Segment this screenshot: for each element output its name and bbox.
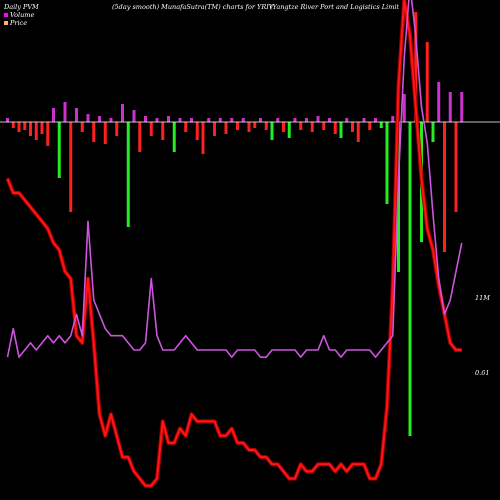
volume-bar bbox=[264, 122, 268, 130]
chart-header-left: Daily PVM bbox=[4, 3, 39, 11]
volume-bar bbox=[6, 118, 9, 122]
volume-bar bbox=[299, 122, 303, 130]
legend-price-label: Price bbox=[10, 19, 28, 27]
volume-bar bbox=[52, 108, 55, 122]
volume-bar bbox=[310, 122, 314, 132]
volume-bar bbox=[425, 42, 429, 122]
legend-volume-label: Volume bbox=[10, 11, 35, 19]
volume-bar bbox=[218, 118, 222, 122]
volume-bar bbox=[448, 92, 452, 122]
volume-bar bbox=[86, 114, 90, 122]
legend-item-price: Price bbox=[4, 19, 34, 27]
volume-bar bbox=[103, 122, 107, 144]
price-swatch-icon bbox=[4, 21, 8, 25]
volume-bar bbox=[276, 118, 280, 122]
volume-bar bbox=[328, 118, 331, 122]
volume-bar bbox=[282, 122, 285, 132]
volume-bar bbox=[138, 122, 142, 152]
volume-bar bbox=[132, 110, 136, 122]
volume-last-label: 11M bbox=[475, 294, 490, 302]
volume-bar bbox=[115, 122, 119, 136]
price-last-label: 0.61 bbox=[475, 369, 489, 377]
volume-bar bbox=[454, 122, 458, 212]
volume-bar bbox=[230, 118, 234, 122]
volume-bar bbox=[23, 122, 27, 130]
volume-bar bbox=[362, 118, 366, 122]
volume-bar bbox=[431, 122, 435, 142]
volume-bar bbox=[126, 122, 130, 227]
lines bbox=[5, 0, 463, 488]
volume-bar bbox=[172, 122, 176, 152]
volume-line bbox=[6, 0, 463, 358]
volume-bar bbox=[161, 122, 165, 140]
volume-bar bbox=[333, 122, 337, 134]
volume-bar bbox=[98, 116, 101, 122]
volume-bar bbox=[356, 122, 360, 142]
volume-bar bbox=[63, 102, 67, 122]
volume-bar bbox=[236, 122, 239, 130]
volume-bar bbox=[184, 122, 188, 132]
volume-bar bbox=[121, 104, 124, 122]
volume-bar bbox=[149, 122, 153, 136]
volume-bar bbox=[259, 118, 262, 122]
volume-bar bbox=[316, 116, 320, 122]
volume-bar bbox=[402, 94, 406, 122]
volume-bar bbox=[155, 118, 159, 122]
volume-bar bbox=[57, 122, 61, 178]
volume-bar bbox=[29, 122, 32, 136]
volume-bar bbox=[391, 116, 395, 122]
volume-bar bbox=[167, 116, 170, 122]
volume-bar bbox=[224, 122, 228, 134]
volume-bar bbox=[293, 118, 297, 122]
volume-bar bbox=[201, 122, 205, 154]
volume-bar bbox=[339, 122, 343, 138]
chart-header-company: (Yangtze River Port and Logistics Limit bbox=[270, 3, 400, 11]
volume-bar bbox=[144, 116, 147, 122]
volume-bar bbox=[75, 108, 78, 122]
volume-bar bbox=[460, 92, 464, 122]
volume-bar bbox=[345, 118, 349, 122]
volume-bar bbox=[213, 122, 216, 136]
volume-bar bbox=[253, 122, 257, 128]
volume-bar bbox=[195, 122, 199, 140]
volume-bar bbox=[46, 122, 50, 146]
volume-swatch-icon bbox=[4, 13, 8, 17]
volume-bar bbox=[11, 122, 15, 128]
volume-bar bbox=[80, 122, 84, 132]
price-line bbox=[6, 0, 462, 487]
chart-header-title: (5day smooth) MunafaSutra(TM) charts for… bbox=[112, 3, 274, 11]
legend-item-volume: Volume bbox=[4, 11, 34, 19]
volume-bar bbox=[385, 122, 389, 204]
volume-bar bbox=[190, 118, 193, 122]
volume-bar bbox=[247, 122, 251, 132]
volume-bar bbox=[34, 122, 38, 140]
volume-bar bbox=[305, 118, 308, 122]
volume-bar bbox=[287, 122, 291, 138]
volume-bar bbox=[69, 122, 73, 212]
volume-bar bbox=[40, 122, 44, 134]
volume-bar bbox=[437, 82, 441, 122]
volume-bar bbox=[443, 122, 446, 252]
volume-bar bbox=[374, 118, 377, 122]
volume-bar bbox=[322, 122, 326, 130]
volume-bar bbox=[17, 122, 21, 132]
volume-bar bbox=[241, 118, 245, 122]
volume-bar bbox=[92, 122, 96, 142]
volume-bar bbox=[379, 122, 383, 128]
volume-bar bbox=[368, 122, 372, 130]
volume-bar bbox=[414, 12, 418, 122]
volume-bar bbox=[408, 122, 412, 436]
volume-bar bbox=[109, 118, 113, 122]
volume-bar bbox=[207, 118, 211, 122]
volume-bar bbox=[178, 118, 182, 122]
volume-bars bbox=[6, 12, 464, 436]
legend: Volume Price bbox=[4, 11, 34, 27]
volume-bar bbox=[270, 122, 274, 140]
volume-bar bbox=[351, 122, 354, 132]
